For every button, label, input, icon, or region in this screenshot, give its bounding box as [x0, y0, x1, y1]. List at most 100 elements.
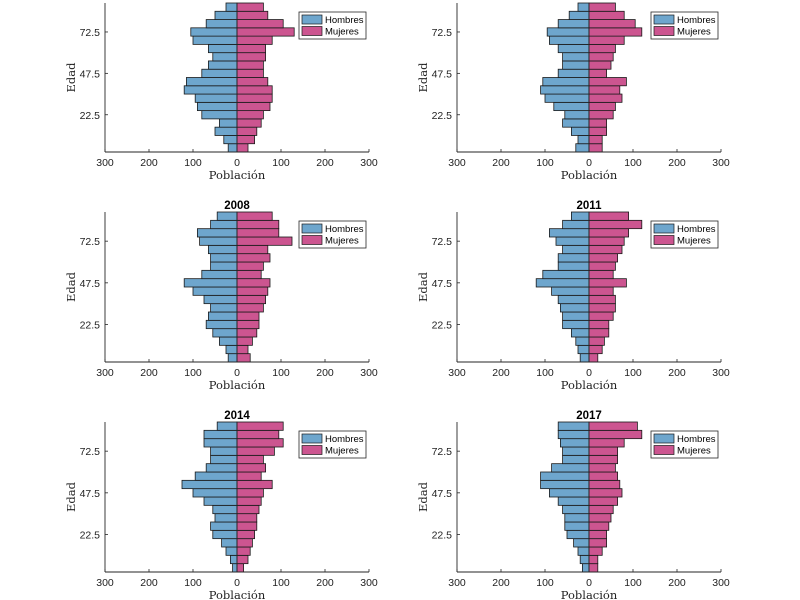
chart-1-xtick-label-5: 200 — [668, 157, 686, 169]
chart-4-bar-hombres-0-4 — [232, 563, 238, 573]
chart-1-legend-swatch-mujeres — [653, 26, 675, 36]
chart-4-bar-mujeres-10-14 — [236, 546, 251, 556]
chart-5-bar-hombres-60-64 — [551, 463, 590, 473]
chart-5-legend-label-hombres: Hombres — [677, 434, 716, 445]
chart-0-bar-hombres-50-54 — [207, 60, 238, 70]
chart-5-xtick-label-4: 100 — [624, 577, 642, 589]
chart-2-bar-hombres-85-89 — [216, 211, 238, 221]
chart-3-legend-label-mujeres: Mujeres — [677, 236, 711, 247]
chart-0-xtick-label-6: 300 — [360, 157, 378, 169]
chart-1-bar-hombres-0-4 — [575, 143, 590, 153]
chart-5-bar-mujeres-40-44 — [588, 496, 619, 506]
chart-3-xtick-label-0: 300 — [448, 367, 466, 379]
chart-3-bar-hombres-50-54 — [542, 269, 590, 280]
chart-4-ylabel: Edad — [64, 481, 78, 512]
chart-0-bar-mujeres-65-69 — [236, 35, 273, 45]
chart-3-bar-mujeres-40-44 — [588, 286, 614, 296]
chart-2-bar-hombres-65-69 — [207, 244, 238, 255]
chart-5-legend-label-mujeres: Mujeres — [677, 446, 711, 457]
chart-5-bar-mujeres-75-79 — [588, 438, 625, 448]
chart-0-bar-mujeres-25-29 — [236, 101, 271, 112]
chart-3-ytick-label-0: 22.5 — [432, 320, 453, 332]
chart-3-bar-hombres-85-89 — [571, 211, 590, 221]
chart-3-xtick-label-5: 200 — [668, 367, 686, 379]
chart-1-bar-hombres-85-89 — [577, 2, 590, 12]
chart-2-bar-mujeres-45-49 — [236, 278, 271, 288]
chart-0-bar-hombres-55-59 — [212, 52, 238, 62]
chart-3-bar-mujeres-55-59 — [588, 261, 616, 271]
chart-5-bar-mujeres-15-19 — [588, 538, 608, 548]
chart-4-ytick-label-0: 22.5 — [80, 530, 101, 542]
chart-5-bar-mujeres-60-64 — [588, 463, 616, 473]
chart-5-bar-hombres-20-24 — [566, 529, 590, 540]
chart-2-bar-mujeres-75-79 — [236, 228, 280, 238]
chart-0-bar-hombres-65-69 — [192, 35, 238, 45]
chart-1-bar-mujeres-60-64 — [588, 43, 616, 54]
chart-2-legend-label-mujeres: Mujeres — [325, 236, 359, 247]
chart-0-bar-hombres-15-19 — [218, 118, 238, 128]
chart-5-xtick-label-0: 300 — [448, 577, 466, 589]
chart-3-bar-mujeres-5-9 — [588, 344, 603, 355]
chart-1-ytick-label-1: 47.5 — [432, 68, 453, 80]
chart-0-bar-mujeres-40-44 — [236, 77, 269, 87]
chart-1-bar-hombres-15-19 — [562, 118, 590, 128]
chart-2-bar-mujeres-80-84 — [236, 219, 280, 230]
chart-0-ylabel: Edad — [64, 62, 78, 93]
chart-0-legend-swatch-hombres — [301, 14, 323, 25]
chart-5-bar-hombres-30-34 — [564, 513, 590, 523]
chart-4-bar-mujeres-45-49 — [236, 488, 264, 498]
chart-0-bar-mujeres-75-79 — [236, 19, 284, 29]
chart-1-bar-hombres-55-59 — [562, 52, 590, 62]
chart-3-bar-hombres-30-34 — [560, 303, 590, 313]
chart-1-ytick-label-2: 72.5 — [432, 27, 453, 39]
chart-5-bar-mujeres-85-89 — [588, 421, 638, 431]
chart-3-bar-mujeres-75-79 — [588, 228, 629, 238]
chart-1-bar-mujeres-15-19 — [588, 118, 608, 128]
chart-4-bar-hombres-50-54 — [181, 479, 238, 490]
chart-2-bar-mujeres-0-4 — [236, 353, 251, 363]
chart-1-bar-hombres-50-54 — [562, 60, 590, 70]
chart-3-bar-hombres-20-24 — [562, 319, 590, 330]
chart-2-bar-hombres-25-29 — [207, 311, 238, 321]
chart-4-bar-mujeres-70-74 — [236, 446, 275, 456]
chart-5-bar-hombres-70-74 — [562, 446, 590, 456]
chart-5-bar-mujeres-80-84 — [588, 429, 643, 440]
chart-3-bar-hombres-35-39 — [557, 294, 590, 305]
chart-1-ylabel: Edad — [416, 62, 430, 93]
chart-3-bar-mujeres-60-64 — [588, 253, 619, 263]
chart-2-ytick-label-1: 47.5 — [80, 278, 101, 290]
chart-1-bar-hombres-25-29 — [553, 101, 590, 112]
chart-5-bar-mujeres-30-34 — [588, 513, 612, 523]
chart-0-xtick-label-3: 0 — [234, 157, 240, 169]
chart-5-bar-hombres-45-49 — [549, 488, 590, 498]
chart-5-bar-hombres-40-44 — [557, 496, 590, 506]
chart-2-bar-hombres-70-74 — [199, 236, 238, 246]
chart-4-bar-mujeres-80-84 — [236, 429, 280, 440]
chart-1-bar-hombres-10-14 — [571, 126, 590, 136]
chart-3-bar-mujeres-15-19 — [588, 328, 610, 338]
chart-5-bar-mujeres-55-59 — [588, 471, 619, 481]
chart-4-bar-hombres-45-49 — [192, 488, 238, 498]
chart-5-bar-hombres-55-59 — [540, 471, 590, 481]
chart-5-title: 2017 — [576, 410, 602, 422]
chart-5-xtick-label-2: 100 — [536, 577, 554, 589]
chart-5-bar-hombres-65-69 — [562, 454, 590, 465]
chart-1-bar-mujeres-30-34 — [588, 93, 623, 103]
chart-2-bar-mujeres-15-19 — [236, 328, 258, 338]
chart-3-bar-hombres-40-44 — [551, 286, 590, 296]
chart-5-bar-mujeres-20-24 — [588, 529, 608, 540]
chart-5-bar-hombres-15-19 — [573, 538, 590, 548]
chart-3-bar-mujeres-45-49 — [588, 278, 627, 288]
chart-3-bar-mujeres-50-54 — [588, 269, 614, 280]
chart-1-panel: 300 200 100 0 100 200 300 22.5 47.5 72.5 Población… — [416, 2, 730, 182]
chart-2-bar-hombres-20-24 — [205, 319, 238, 330]
chart-0-bar-hombres-10-14 — [214, 126, 238, 136]
chart-5-bar-hombres-0-4 — [582, 563, 590, 573]
chart-0-bar-hombres-45-49 — [201, 68, 238, 78]
chart-2-bar-hombres-35-39 — [203, 294, 238, 305]
chart-3-bar-mujeres-80-84 — [588, 219, 643, 230]
chart-2-bar-mujeres-60-64 — [236, 253, 271, 263]
